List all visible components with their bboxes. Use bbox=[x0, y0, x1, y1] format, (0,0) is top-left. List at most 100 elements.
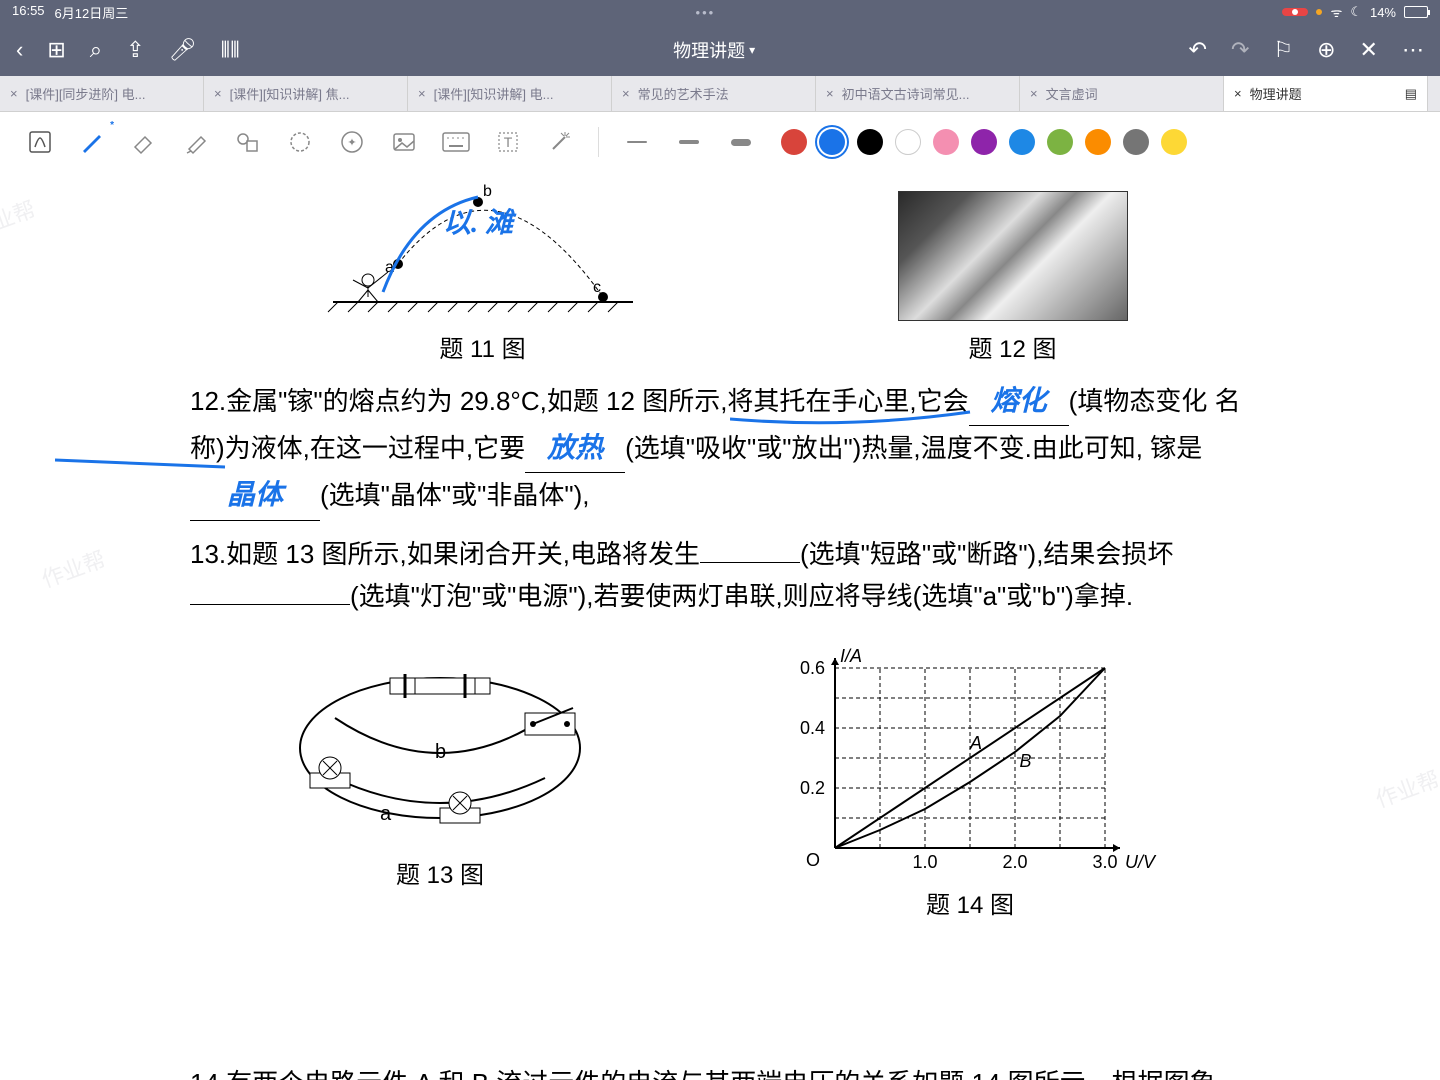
bookmark-icon[interactable]: ⚐ bbox=[1273, 37, 1293, 63]
tab-label: 常见的艺术手法 bbox=[638, 84, 805, 103]
close-icon[interactable]: ✕ bbox=[1360, 37, 1378, 63]
tab-label: [课件][知识讲解] 焦... bbox=[230, 84, 397, 103]
tab-5[interactable]: × 文言虚词 bbox=[1020, 76, 1224, 111]
color-swatch-3[interactable] bbox=[895, 129, 921, 155]
question-12: 12.金属"镓"的熔点约为 29.8°C,如题 12 图所示,将其托在手心里,它… bbox=[190, 379, 1250, 521]
svg-text:U/V: U/V bbox=[1125, 852, 1157, 872]
svg-text:b: b bbox=[483, 183, 492, 200]
keyboard-icon[interactable] bbox=[436, 122, 476, 162]
battery-icon bbox=[1404, 6, 1428, 18]
wave-icon[interactable]: ⦀⦀ bbox=[220, 37, 239, 63]
tab-close-icon[interactable]: × bbox=[1030, 86, 1038, 101]
undo-icon[interactable]: ↶ bbox=[1189, 37, 1207, 63]
watermark: 作业帮 bbox=[1371, 762, 1440, 815]
question-13: 13.如题 13 图所示,如果闭合开关,电路将发生(选填"短路"或"断路"),结… bbox=[190, 533, 1250, 619]
lasso-icon[interactable] bbox=[280, 122, 320, 162]
record-indicator bbox=[1282, 8, 1308, 16]
search-icon[interactable]: ⌕ bbox=[90, 37, 102, 63]
thickness-1[interactable] bbox=[617, 122, 657, 162]
tab-book-icon[interactable]: ▤ bbox=[1405, 86, 1417, 102]
color-swatch-10[interactable] bbox=[1161, 129, 1187, 155]
tabs-bar: × [课件][同步进阶] 电... × [课件][知识讲解] 焦... × [课件][知识… bbox=[0, 76, 1440, 112]
watermark: 作业帮 bbox=[0, 192, 39, 245]
svg-text:0.2: 0.2 bbox=[800, 778, 825, 798]
moon-icon: ☾ bbox=[1350, 4, 1362, 20]
figure-11: a b c 以. 滩 题 11 图 bbox=[313, 172, 653, 364]
tab-0[interactable]: × [课件][同步进阶] 电... bbox=[0, 76, 204, 111]
content-area[interactable]: 作业帮 作业帮 作业帮 a b c 以. 滩 bbox=[0, 172, 1440, 1080]
svg-text:T: T bbox=[504, 134, 513, 150]
svg-text:✦: ✦ bbox=[347, 137, 356, 149]
tab-2[interactable]: × [课件][知识讲解] 电... bbox=[408, 76, 612, 111]
redo-icon[interactable]: ↷ bbox=[1231, 37, 1249, 63]
tab-close-icon[interactable]: × bbox=[826, 86, 834, 101]
tab-label: 文言虚词 bbox=[1046, 84, 1213, 103]
svg-text:b: b bbox=[435, 741, 446, 763]
svg-text:0.4: 0.4 bbox=[800, 718, 825, 738]
color-swatch-4[interactable] bbox=[933, 129, 959, 155]
svg-text:0.6: 0.6 bbox=[800, 658, 825, 678]
nav-bar: ‹ ⊞ ⌕ ⇪ 🎤︎ ⦀⦀ 物理讲题▾ ↶ ↷ ⚐ ⊕ ✕ ⋯ bbox=[0, 24, 1440, 76]
tab-4[interactable]: × 初中语文古诗词常见... bbox=[816, 76, 1020, 111]
tab-label: 初中语文古诗词常见... bbox=[842, 84, 1009, 103]
share-icon[interactable]: ⇪ bbox=[126, 37, 144, 63]
svg-text:A: A bbox=[969, 733, 982, 753]
color-swatch-5[interactable] bbox=[971, 129, 997, 155]
star-circle-icon[interactable]: ✦ bbox=[332, 122, 372, 162]
status-time: 16:55 bbox=[12, 3, 45, 22]
question-14: 14.有两个电路元件 A 和 B,流过元件的电流与其两端电压的关系如题 14 图… bbox=[190, 1062, 1250, 1080]
svg-text:以. 滩: 以. 滩 bbox=[443, 207, 517, 239]
color-swatch-9[interactable] bbox=[1123, 129, 1149, 155]
tab-6[interactable]: × 物理讲题 ▤ bbox=[1224, 76, 1428, 111]
tab-1[interactable]: × [课件][知识讲解] 焦... bbox=[204, 76, 408, 111]
image-icon[interactable] bbox=[384, 122, 424, 162]
back-icon[interactable]: ‹ bbox=[16, 37, 23, 63]
handle-dots: ••• bbox=[696, 5, 716, 20]
color-swatch-0[interactable] bbox=[781, 129, 807, 155]
color-swatch-8[interactable] bbox=[1085, 129, 1111, 155]
svg-text:1.0: 1.0 bbox=[912, 852, 937, 872]
figure-14: 1.02.03.00.20.40.6OI/AU/VAB 题 14 图 bbox=[780, 648, 1160, 920]
figure-12: 题 12 图 bbox=[898, 191, 1128, 364]
tab-close-icon[interactable]: × bbox=[1234, 86, 1242, 101]
add-page-icon[interactable]: ⊕ bbox=[1317, 37, 1335, 63]
battery-text: 14% bbox=[1370, 5, 1396, 20]
color-swatch-7[interactable] bbox=[1047, 129, 1073, 155]
mic-icon[interactable]: 🎤︎ bbox=[169, 37, 197, 63]
tab-close-icon[interactable]: × bbox=[10, 86, 18, 101]
watermark: 作业帮 bbox=[37, 542, 110, 595]
shapes-icon[interactable] bbox=[228, 122, 268, 162]
status-date: 6月12日周三 bbox=[55, 3, 129, 22]
pen-icon[interactable]: * bbox=[72, 122, 112, 162]
svg-text:O: O bbox=[806, 850, 820, 870]
svg-text:c: c bbox=[593, 279, 601, 296]
laser-icon[interactable] bbox=[540, 122, 580, 162]
color-swatch-1[interactable] bbox=[819, 129, 845, 155]
tab-close-icon[interactable]: × bbox=[418, 86, 426, 101]
tab-label: 物理讲题 bbox=[1250, 84, 1397, 103]
tab-3[interactable]: × 常见的艺术手法 bbox=[612, 76, 816, 111]
dnd-icon bbox=[1316, 9, 1322, 15]
svg-text:a: a bbox=[380, 803, 392, 825]
ocr-icon[interactable] bbox=[20, 122, 60, 162]
figure-13: b a 题 13 图 bbox=[280, 648, 600, 920]
tab-label: [课件][同步进阶] 电... bbox=[26, 84, 193, 103]
highlighter-icon[interactable] bbox=[176, 122, 216, 162]
tab-close-icon[interactable]: × bbox=[214, 86, 222, 101]
wifi-icon: ᯤ bbox=[1330, 3, 1342, 21]
svg-text:B: B bbox=[1020, 751, 1032, 771]
eraser-icon[interactable] bbox=[124, 122, 164, 162]
more-icon[interactable]: ⋯ bbox=[1402, 37, 1424, 63]
page-title[interactable]: 物理讲题▾ bbox=[673, 37, 755, 63]
tab-close-icon[interactable]: × bbox=[622, 86, 630, 101]
tab-label: [课件][知识讲解] 电... bbox=[434, 84, 601, 103]
grid-icon[interactable]: ⊞ bbox=[47, 37, 65, 63]
svg-text:I/A: I/A bbox=[840, 648, 862, 666]
svg-text:3.0: 3.0 bbox=[1092, 852, 1117, 872]
color-swatch-2[interactable] bbox=[857, 129, 883, 155]
status-bar: 16:55 6月12日周三 ••• ᯤ ☾ 14% bbox=[0, 0, 1440, 24]
thickness-3[interactable] bbox=[721, 122, 761, 162]
color-swatch-6[interactable] bbox=[1009, 129, 1035, 155]
thickness-2[interactable] bbox=[669, 122, 709, 162]
text-icon[interactable]: T bbox=[488, 122, 528, 162]
